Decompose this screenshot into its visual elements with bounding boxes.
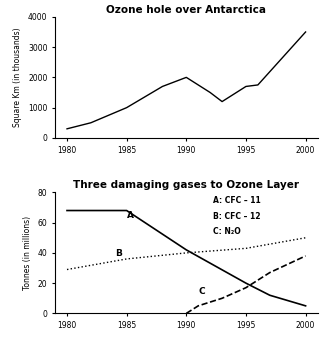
Text: C: N₂O: C: N₂O [213, 227, 240, 237]
Text: A: CFC – 11: A: CFC – 11 [213, 196, 260, 205]
Y-axis label: Tonnes (in millions): Tonnes (in millions) [23, 216, 32, 290]
Title: Three damaging gases to Ozone Layer: Three damaging gases to Ozone Layer [73, 180, 299, 190]
Text: B: B [115, 249, 122, 258]
Text: C: C [198, 287, 205, 296]
Title: Ozone hole over Antarctica: Ozone hole over Antarctica [106, 5, 266, 15]
Text: B: CFC – 12: B: CFC – 12 [213, 212, 260, 221]
Y-axis label: Square Km (in thousands): Square Km (in thousands) [13, 28, 22, 127]
Text: A: A [127, 211, 134, 220]
